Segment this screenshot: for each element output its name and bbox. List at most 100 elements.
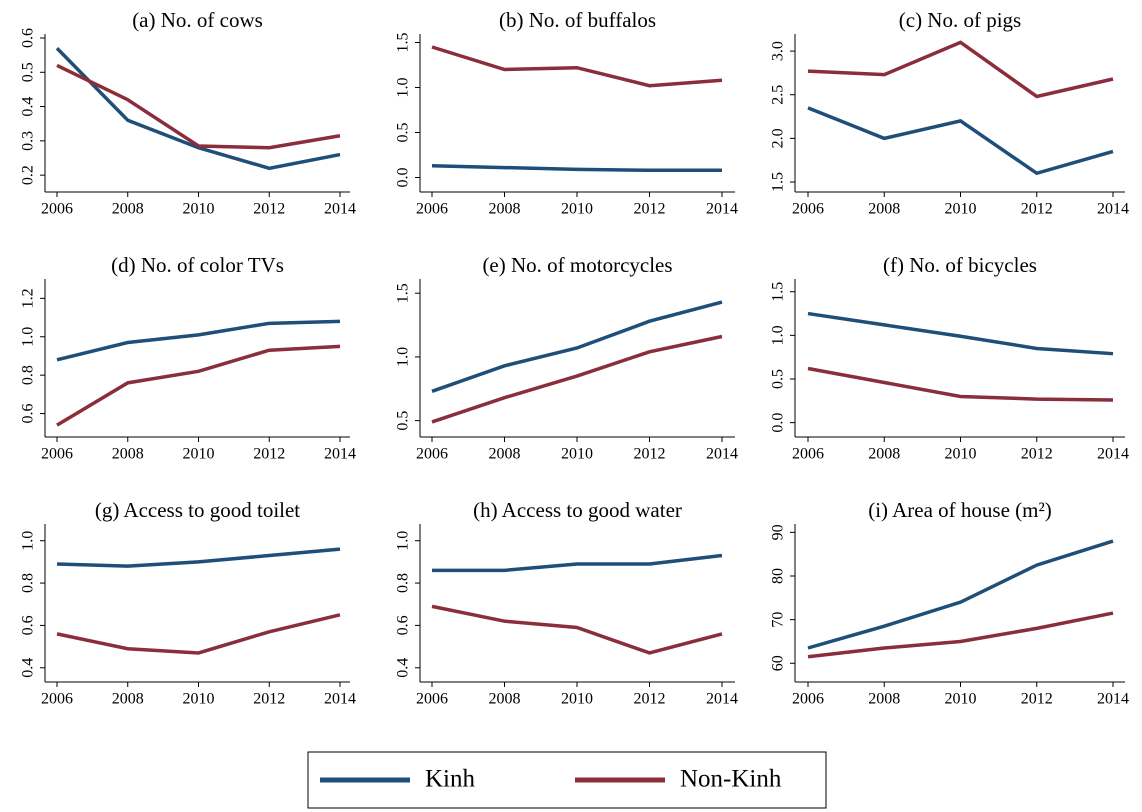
y-tick-label: 0.5 [395, 411, 412, 431]
x-tick-label: 2010 [561, 446, 593, 463]
chart-title: (b) No. of buffalos [499, 8, 656, 32]
x-tick-label: 2006 [792, 691, 824, 708]
chart-title: (e) No. of motorcycles [482, 253, 672, 277]
y-tick-label: 0.4 [395, 658, 412, 678]
y-tick-label: 0.8 [20, 365, 37, 385]
y-tick-label: 0.4 [20, 658, 37, 678]
chart-title: (c) No. of pigs [899, 8, 1021, 32]
x-tick-label: 2010 [561, 691, 593, 708]
x-tick-label: 2006 [416, 691, 448, 708]
x-tick-label: 2012 [634, 201, 666, 218]
x-tick-label: 2012 [634, 446, 666, 463]
x-tick-label: 2008 [112, 446, 144, 463]
x-tick-label: 2012 [253, 446, 285, 463]
x-tick-label: 2010 [945, 446, 977, 463]
series-line [56, 319, 341, 362]
x-tick-label: 2010 [183, 201, 215, 218]
y-tick-label: 0.8 [395, 573, 412, 593]
series-line [807, 106, 1114, 176]
x-tick-label: 2006 [41, 201, 73, 218]
x-tick-label: 2006 [792, 201, 824, 218]
x-tick-label: 2012 [634, 691, 666, 708]
x-tick-label: 2008 [489, 201, 521, 218]
y-tick-label: 0.6 [20, 404, 37, 424]
y-tick-label: 1.2 [20, 288, 37, 308]
y-tick-label: 1.0 [770, 325, 787, 345]
series-line [807, 311, 1114, 356]
y-tick-label: 1.5 [395, 283, 412, 303]
y-tick-label: 3.0 [770, 41, 787, 61]
series-line [807, 40, 1114, 99]
series-line [431, 334, 723, 424]
x-tick-label: 2006 [41, 691, 73, 708]
series-line [807, 366, 1114, 402]
y-tick-label: 2.0 [770, 128, 787, 148]
y-tick-label: 0.3 [20, 131, 37, 151]
x-tick-label: 2010 [945, 201, 977, 218]
y-tick-label: 0.2 [20, 165, 37, 185]
y-tick-label: 60 [770, 655, 787, 671]
x-tick-label: 2008 [112, 201, 144, 218]
y-tick-label: 1.5 [770, 282, 787, 302]
x-tick-label: 2014 [1097, 201, 1129, 218]
x-tick-label: 2008 [489, 691, 521, 708]
x-tick-label: 2010 [183, 446, 215, 463]
x-tick-label: 2006 [41, 446, 73, 463]
series-line [56, 63, 341, 150]
series-line [55, 47, 341, 171]
x-tick-label: 2012 [253, 691, 285, 708]
y-tick-label: 70 [770, 612, 787, 628]
y-tick-label: 1.0 [395, 78, 412, 98]
x-tick-label: 2010 [561, 201, 593, 218]
series-line [431, 604, 723, 655]
y-tick-label: 0.4 [20, 97, 37, 117]
series-line [431, 164, 722, 173]
y-tick-label: 0.6 [395, 615, 412, 635]
legend-label: Kinh [425, 766, 476, 793]
y-tick-label: 2.5 [770, 85, 787, 105]
x-tick-label: 2012 [1021, 201, 1053, 218]
x-tick-label: 2014 [324, 201, 356, 218]
chart-title: (h) Access to good water [473, 498, 682, 522]
legend-box [307, 751, 827, 809]
chart-title: (d) No. of color TVs [111, 253, 284, 277]
y-tick-label: 1.0 [20, 327, 37, 347]
x-tick-label: 2008 [112, 691, 144, 708]
legend-label: Non-Kinh [680, 766, 782, 793]
x-tick-label: 2014 [324, 691, 356, 708]
y-tick-label: 1.0 [395, 347, 412, 367]
y-tick-label: 1.5 [770, 172, 787, 192]
y-tick-label: 0.0 [395, 168, 412, 188]
x-tick-label: 2014 [706, 446, 738, 463]
x-tick-label: 2008 [489, 446, 521, 463]
x-tick-label: 2012 [253, 201, 285, 218]
chart-title: (f) No. of bicycles [883, 253, 1037, 277]
x-tick-label: 2012 [1021, 691, 1053, 708]
y-tick-label: 1.0 [20, 531, 37, 551]
x-tick-label: 2012 [1021, 446, 1053, 463]
series-line [56, 613, 341, 655]
x-tick-label: 2008 [868, 201, 900, 218]
x-tick-label: 2008 [868, 446, 900, 463]
series-line [432, 553, 723, 573]
chart-title: (g) Access to good toilet [95, 498, 300, 522]
x-tick-label: 2006 [416, 446, 448, 463]
x-tick-label: 2008 [868, 691, 900, 708]
x-tick-label: 2014 [1097, 446, 1129, 463]
chart-title: (a) No. of cows [132, 8, 263, 32]
chart-title: (i) Area of house (m²) [868, 498, 1052, 522]
y-tick-label: 80 [770, 568, 787, 584]
x-tick-label: 2010 [945, 691, 977, 708]
x-tick-label: 2014 [324, 446, 356, 463]
y-tick-label: 0.5 [395, 123, 412, 143]
y-tick-label: 0.6 [20, 615, 37, 635]
x-tick-label: 2006 [416, 201, 448, 218]
series-line [56, 547, 341, 568]
y-tick-label: 0.0 [770, 413, 787, 433]
series-line [807, 611, 1114, 659]
series-line [431, 300, 723, 393]
x-tick-label: 2014 [706, 201, 738, 218]
x-tick-label: 2014 [1097, 691, 1129, 708]
y-tick-label: 1.0 [395, 531, 412, 551]
